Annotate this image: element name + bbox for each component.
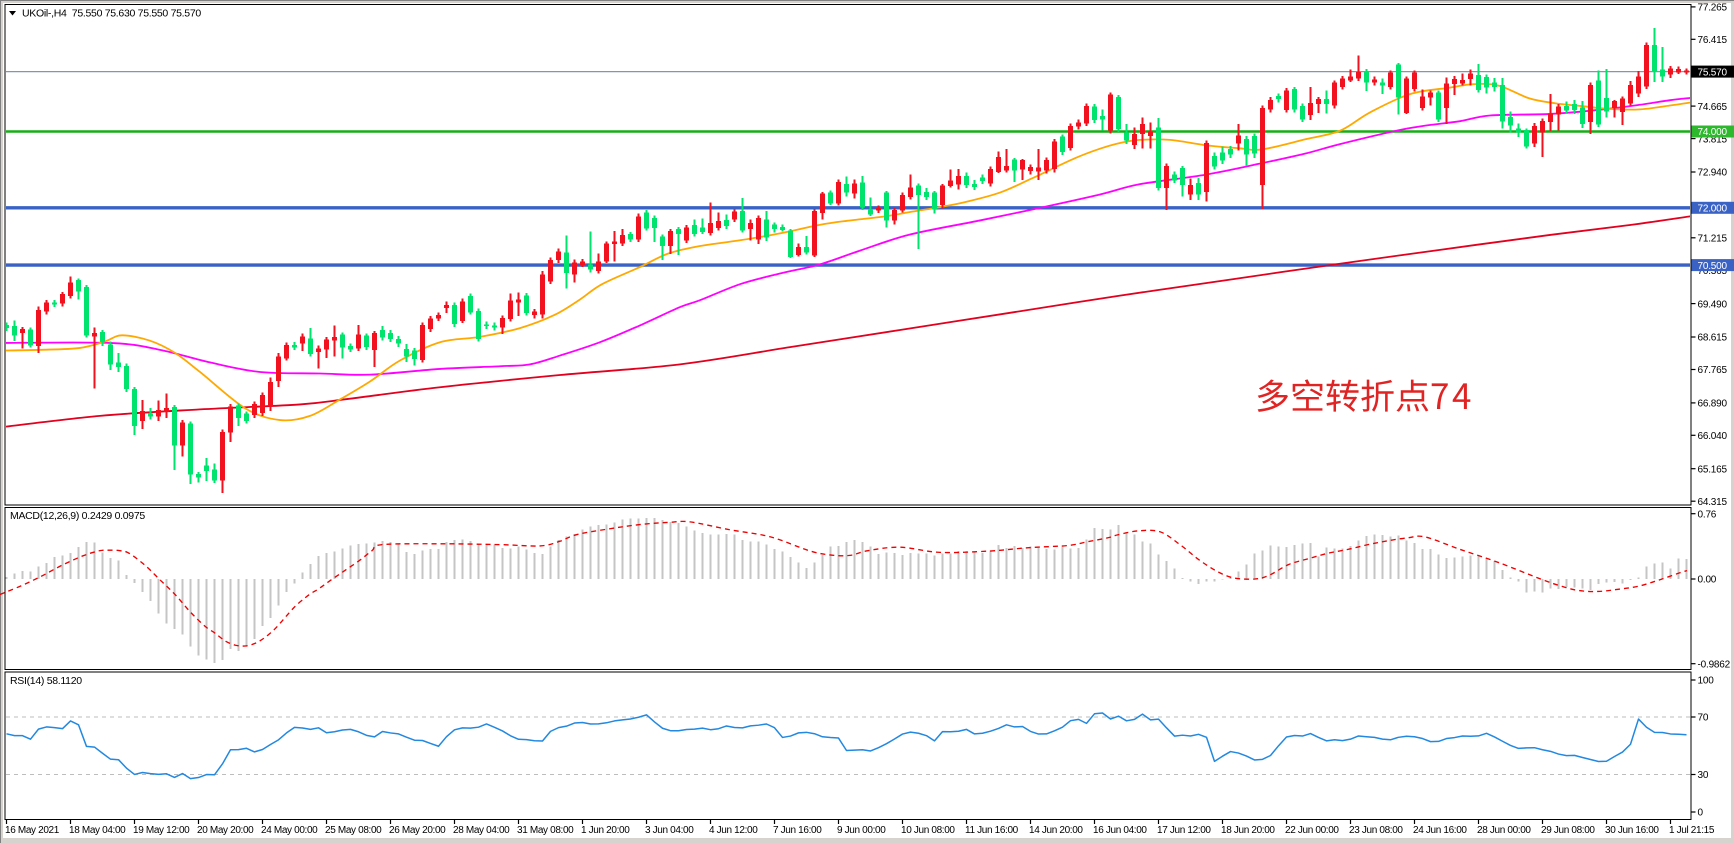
svg-text:25 May 08:00: 25 May 08:00 — [325, 825, 382, 836]
svg-text:66.040: 66.040 — [1698, 431, 1728, 442]
svg-text:RSI(14) 58.1120: RSI(14) 58.1120 — [10, 675, 82, 687]
svg-text:64.315: 64.315 — [1698, 497, 1728, 508]
svg-text:30: 30 — [1698, 770, 1709, 781]
svg-text:1 Jun 20:00: 1 Jun 20:00 — [581, 825, 630, 836]
svg-text:20 May 20:00: 20 May 20:00 — [197, 825, 254, 836]
svg-text:70: 70 — [1698, 713, 1709, 724]
svg-text:MACD(12,26,9) 0.2429 0.0975: MACD(12,26,9) 0.2429 0.0975 — [10, 510, 145, 522]
svg-text:0.76: 0.76 — [1698, 509, 1717, 520]
svg-text:22 Jun 00:00: 22 Jun 00:00 — [1285, 825, 1339, 836]
svg-text:67.765: 67.765 — [1698, 365, 1728, 376]
svg-text:72.940: 72.940 — [1698, 168, 1728, 179]
svg-text:0: 0 — [1698, 808, 1704, 819]
svg-text:66.890: 66.890 — [1698, 399, 1728, 410]
svg-text:75.570: 75.570 — [1698, 67, 1728, 78]
svg-text:24 May 00:00: 24 May 00:00 — [261, 825, 318, 836]
svg-text:26 May 20:00: 26 May 20:00 — [389, 825, 446, 836]
svg-text:70.500: 70.500 — [1698, 261, 1728, 272]
svg-text:65.165: 65.165 — [1698, 464, 1728, 475]
svg-text:68.615: 68.615 — [1698, 333, 1728, 344]
svg-text:4 Jun 12:00: 4 Jun 12:00 — [709, 825, 758, 836]
svg-text:28 May 04:00: 28 May 04:00 — [453, 825, 510, 836]
svg-text:30 Jun 16:00: 30 Jun 16:00 — [1605, 825, 1659, 836]
svg-text:UKOil-,H4 75.550 75.630 75.55: UKOil-,H4 75.550 75.630 75.550 75.570 — [22, 8, 201, 20]
svg-text:24 Jun 16:00: 24 Jun 16:00 — [1413, 825, 1467, 836]
svg-text:10 Jun 08:00: 10 Jun 08:00 — [901, 825, 955, 836]
svg-text:74.000: 74.000 — [1698, 127, 1728, 138]
svg-text:14 Jun 20:00: 14 Jun 20:00 — [1029, 825, 1083, 836]
svg-text:70.365: 70.365 — [1698, 266, 1728, 277]
svg-text:69.490: 69.490 — [1698, 299, 1728, 310]
svg-text:7 Jun 16:00: 7 Jun 16:00 — [773, 825, 822, 836]
svg-text:74.665: 74.665 — [1698, 102, 1728, 113]
svg-text:3 Jun 04:00: 3 Jun 04:00 — [645, 825, 694, 836]
svg-text:18 May 04:00: 18 May 04:00 — [69, 825, 126, 836]
svg-text:19 May 12:00: 19 May 12:00 — [133, 825, 190, 836]
svg-text:16 Jun 04:00: 16 Jun 04:00 — [1093, 825, 1147, 836]
svg-text:77.265: 77.265 — [1698, 3, 1728, 14]
svg-text:73.815: 73.815 — [1698, 134, 1728, 145]
svg-text:28 Jun 00:00: 28 Jun 00:00 — [1477, 825, 1531, 836]
svg-text:17 Jun 12:00: 17 Jun 12:00 — [1157, 825, 1211, 836]
svg-text:1 Jul 21:15: 1 Jul 21:15 — [1669, 825, 1715, 836]
svg-text:9 Jun 00:00: 9 Jun 00:00 — [837, 825, 886, 836]
svg-text:11 Jun 16:00: 11 Jun 16:00 — [965, 825, 1019, 836]
svg-text:100: 100 — [1698, 676, 1715, 687]
svg-text:76.415: 76.415 — [1698, 35, 1728, 46]
svg-text:29 Jun 08:00: 29 Jun 08:00 — [1541, 825, 1595, 836]
svg-text:71.215: 71.215 — [1698, 234, 1728, 245]
svg-text:23 Jun 08:00: 23 Jun 08:00 — [1349, 825, 1403, 836]
svg-text:0.00: 0.00 — [1698, 575, 1717, 586]
svg-text:16 May 2021: 16 May 2021 — [5, 825, 60, 836]
svg-text:31 May 08:00: 31 May 08:00 — [517, 825, 574, 836]
svg-text:18 Jun 20:00: 18 Jun 20:00 — [1221, 825, 1275, 836]
svg-text:72.000: 72.000 — [1698, 204, 1728, 215]
svg-text:-0.9862: -0.9862 — [1698, 659, 1731, 670]
